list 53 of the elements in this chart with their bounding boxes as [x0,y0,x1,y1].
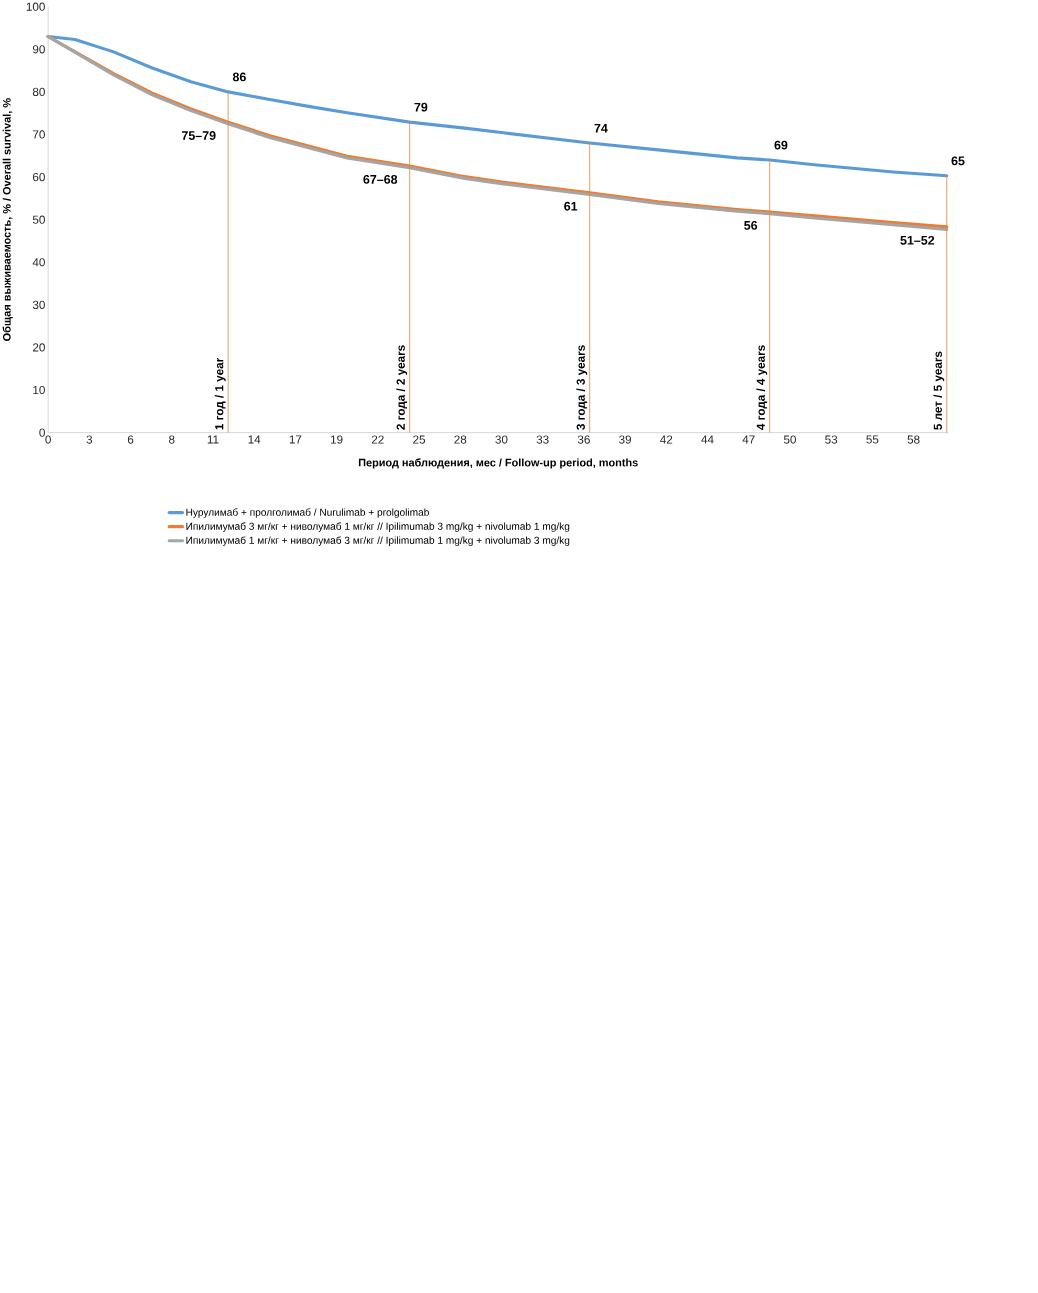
x-tick-label: 55 [866,435,879,444]
x-tick-label: 58 [907,435,920,444]
x-tick-label: 22 [372,435,384,444]
x-tick-label: 28 [454,435,467,444]
x-tick-label: 8 [169,435,175,444]
y-tick-label: 80 [33,87,46,97]
y-tick-label: 0 [39,428,46,437]
annotation: 69 [774,140,788,150]
ref-line-label: 3 года / 3 years [576,345,588,430]
y-tick-label: 30 [33,300,46,309]
y-tick-label: 20 [33,343,46,352]
ref-line-label: 4 года / 4 years [756,345,768,430]
annotation: 67–68 [363,174,398,184]
ref-line-label: 5 лет / 5 years [933,351,945,430]
annotation: 75–79 [182,131,216,140]
x-tick-label: 44 [701,435,714,444]
annotation: 74 [594,123,608,133]
legend-label: Нурулимаб + пролголимаб / Nurulimab + prolgolimab [186,508,430,518]
x-axis-title: Период наблюдения, мес / Follow-up period, months [359,458,638,469]
x-tick-label: 33 [536,435,549,444]
ref-line-label: 1 год / 1 year [214,357,226,430]
annotation: 65 [951,156,965,166]
x-tick-label: 11 [207,435,219,444]
x-tick-label: 17 [289,435,302,444]
x-tick-label: 42 [660,435,673,444]
y-axis-title: Общая выживаемость, % / Overall survival, % [2,98,13,341]
annotation: 86 [233,72,247,82]
annotation: 56 [744,220,758,230]
x-tick-label: 14 [248,435,261,444]
ref-line-label: 2 года / 2 years [396,345,408,430]
x-tick-label: 30 [495,435,508,444]
x-tick-label: 6 [128,435,134,444]
x-tick-label: 53 [825,435,838,444]
x-tick-label: 50 [784,435,797,444]
x-tick-label: 47 [742,435,755,444]
x-tick-label: 3 [86,435,93,444]
legend-label: Ипилимумаб 3 мг/кг + ниволумаб 1 мг/кг // Ipilimumab 3 mg/kg + nivolumab 1 mg/kg [186,522,570,532]
annotation: 51–52 [900,235,935,245]
x-tick-label: 39 [619,435,632,444]
y-tick-label: 10 [33,385,46,395]
y-tick-label: 60 [33,172,46,182]
x-tick-label: 25 [413,435,426,444]
y-tick-label: 90 [33,45,46,54]
legend-label: Ипилимумаб 1 мг/кг + ниволумаб 3 мг/кг // Ipilimumab 1 mg/kg + nivolumab 3 mg/kg [186,536,570,546]
x-tick-label: 19 [331,435,343,444]
y-tick-label: 70 [33,130,46,139]
y-tick-label: 50 [33,215,46,224]
y-tick-label: 40 [32,258,46,267]
annotation: 79 [414,102,428,112]
x-tick-label: 36 [577,435,591,444]
annotation: 61 [564,201,578,211]
x-tick-label: 0 [45,435,52,444]
y-tick-label: 100 [26,2,46,11]
